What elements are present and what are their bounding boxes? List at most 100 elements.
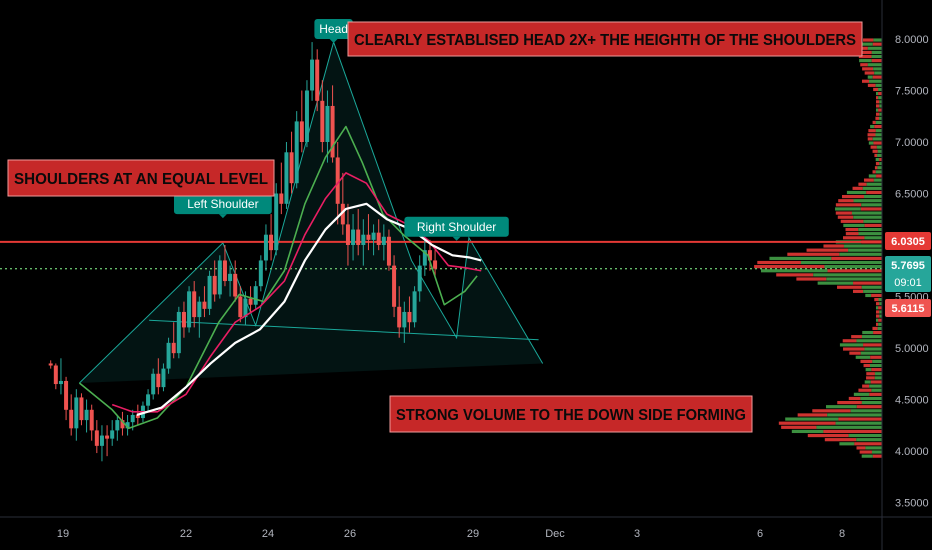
candle-body	[64, 380, 69, 410]
candle-body	[84, 409, 89, 421]
volume-profile-bar	[862, 384, 870, 388]
moving-average-line	[136, 202, 482, 417]
volume-profile-bar	[824, 438, 857, 442]
volume-profile-bar	[796, 277, 827, 281]
volume-profile-bar	[870, 145, 877, 149]
volume-profile-bar	[876, 100, 880, 104]
annotation-box	[7, 159, 275, 197]
price-level-lines	[0, 240, 882, 270]
volume-profile-bar	[860, 46, 868, 50]
pattern-label-box	[174, 194, 272, 215]
volume-profile-bar	[878, 108, 882, 112]
candle-body	[69, 409, 74, 429]
volume-profile-bar	[864, 347, 882, 351]
volume-profile-bar	[858, 182, 867, 186]
volume-profile-bar	[843, 347, 865, 351]
volume-profile-bar	[874, 297, 879, 302]
volume-profile-bar	[864, 236, 882, 240]
volume-profile-bar	[863, 178, 874, 182]
volume-profile-bar	[835, 203, 862, 207]
candle-body	[294, 121, 299, 184]
candle-body	[94, 430, 99, 446]
volume-profile-bar	[839, 343, 864, 347]
volume-profile-bar	[870, 355, 882, 359]
x-tick-label: 19	[57, 528, 69, 540]
pattern-label-text: Head	[319, 22, 348, 36]
volume-profile-bar	[817, 281, 854, 285]
volume-profile-bar	[872, 359, 882, 363]
volume-profile-bar	[859, 59, 872, 63]
volume-profile-bar	[879, 100, 882, 104]
volume-profile-bar	[877, 153, 882, 157]
volume-profile-bar	[853, 281, 882, 285]
volume-profile-bar	[869, 384, 882, 388]
volume-profile-bar	[863, 194, 882, 199]
volume-profile-bar	[873, 178, 882, 182]
annotation-box	[347, 21, 863, 57]
candle-body	[99, 435, 104, 446]
volume-profile-bar	[862, 79, 870, 83]
volume-profile-bar	[878, 306, 882, 310]
volume-profile-bar	[860, 396, 882, 401]
pattern-labels: Head Left Shoulder Right Shoulder	[174, 19, 509, 241]
volume-profile-bar	[870, 380, 882, 384]
volume-profile-bar	[837, 215, 854, 219]
volume-profile-bar	[867, 75, 873, 79]
candle-body	[397, 306, 402, 328]
volume-profile-bar	[878, 318, 882, 322]
volume-profile-bar	[826, 277, 882, 281]
candle-body	[310, 59, 315, 91]
pattern-label-text: Right Shoulder	[417, 220, 496, 234]
volume-profile-bar	[800, 260, 882, 265]
candle-body	[79, 397, 84, 421]
candle-body	[351, 229, 356, 245]
volume-profile-bar	[871, 293, 882, 298]
candle-body	[304, 90, 309, 142]
volume-profile-bar	[874, 124, 882, 129]
volume-profile-bar	[868, 129, 876, 133]
volume-profile-bar	[797, 413, 828, 417]
volume-profile-bar	[878, 297, 882, 302]
volume-profile-bar	[866, 376, 875, 380]
volume-profile-bar	[877, 166, 882, 170]
candle-body	[233, 273, 238, 297]
volume-profile-bar	[849, 351, 861, 355]
candle-body	[135, 414, 140, 419]
price-badge	[885, 232, 931, 250]
candle-body	[181, 311, 186, 328]
candle-body	[299, 121, 304, 142]
volume-profile-bar	[875, 129, 882, 133]
candle-body	[376, 232, 381, 245]
volume-profile-bar	[876, 318, 879, 322]
volume-profile-bar	[856, 405, 882, 409]
volume-profile-bar	[837, 285, 862, 289]
volume-profile-bar	[872, 120, 876, 125]
volume-profile-bar	[867, 137, 873, 141]
candle-body	[412, 291, 417, 323]
candle-body	[166, 342, 171, 369]
price-badge	[885, 299, 931, 317]
volume-profile-bar	[873, 67, 882, 71]
volume-profile-bar	[872, 326, 878, 331]
volume-profile-bar	[843, 244, 882, 248]
volume-profile-bar	[879, 314, 882, 318]
volume-profile-bar	[860, 359, 873, 363]
volume-profile-bar	[852, 289, 864, 293]
candle-body	[207, 275, 212, 309]
volume-profile-bar	[843, 223, 865, 228]
volume-profile-bar	[837, 400, 862, 405]
volume-profile-bar	[878, 96, 882, 100]
volume-profile-bar	[850, 409, 882, 413]
x-tick-label: 6	[757, 528, 763, 540]
volume-profile-bar	[871, 54, 882, 59]
volume-profile-bar	[874, 166, 878, 170]
volume-profile-bar	[879, 302, 882, 306]
volume-profile-bar	[875, 162, 880, 166]
volume-profile-bar	[876, 306, 879, 310]
x-tick-label: 8	[839, 528, 845, 540]
volume-profile-bar	[867, 63, 882, 67]
volume-profile-bar	[840, 219, 864, 223]
volume-profile-bar	[839, 442, 855, 446]
volume-profile-bar	[879, 112, 882, 116]
